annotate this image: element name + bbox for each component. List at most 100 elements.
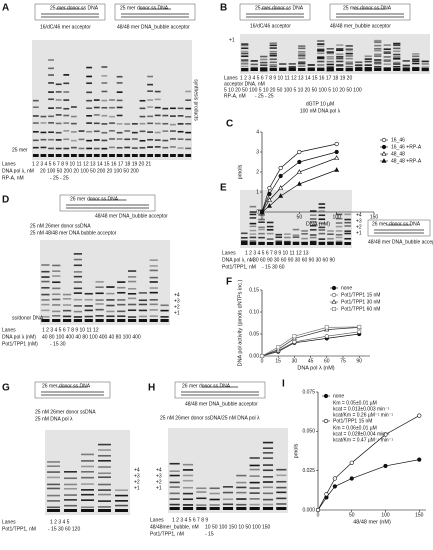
gel-band: [170, 130, 176, 132]
y-tick-label: 4: [256, 129, 259, 135]
gel-band: [55, 139, 62, 141]
x-tick-label: 100: [381, 512, 390, 518]
gel-band: [55, 107, 62, 109]
gel-band: [98, 472, 111, 475]
ladder-label: +3: [134, 473, 140, 479]
gel-band: [364, 58, 372, 60]
gel-band: [185, 90, 192, 93]
gel-band: [47, 500, 60, 502]
gel-band: [86, 139, 93, 142]
dna-box: [114, 3, 196, 21]
gel: [240, 34, 430, 74]
legend-marker: [381, 144, 387, 150]
gel-band: [266, 225, 274, 228]
gel-band: [64, 509, 77, 512]
gel-band: [127, 270, 137, 272]
gel-band: [64, 477, 77, 480]
gel-band: [162, 130, 169, 132]
gel-band: [262, 469, 274, 472]
gel-band: [160, 304, 169, 307]
gel-band: [318, 214, 326, 217]
gel-band: [421, 63, 429, 65]
data-point: [296, 181, 302, 186]
gel-band: [55, 154, 62, 157]
label: 40 80 100 400 40 80 100 400 40 80 100 40…: [42, 334, 141, 340]
gel-band: [106, 292, 115, 295]
data-point: [332, 484, 337, 489]
y-tick-label: 3: [256, 149, 259, 155]
gel-band: [40, 131, 47, 134]
gel-band: [124, 146, 131, 149]
gel-band: [98, 476, 111, 479]
data-point: [349, 460, 354, 465]
gel-band: [182, 492, 194, 495]
gel-band: [138, 319, 148, 322]
gel-band: [177, 115, 184, 117]
gel-band: [288, 68, 296, 71]
gel-band: [345, 63, 353, 65]
gel-band: [98, 509, 111, 512]
gel-band: [160, 316, 169, 318]
x-tick-label: 60: [324, 358, 330, 364]
gel-band: [81, 499, 94, 501]
label: 48/48 mer DNA_bubble acceptor: [95, 213, 168, 219]
gel-band: [402, 66, 410, 69]
gel-band: [258, 232, 265, 235]
gel-band: [117, 303, 126, 306]
panel-label: E: [220, 183, 227, 194]
gel-band: [355, 64, 363, 66]
gel-band: [345, 48, 353, 51]
gel-band: [41, 303, 50, 306]
gel-band: [185, 115, 192, 118]
gel-band: [106, 286, 115, 288]
gel-band: [116, 99, 123, 102]
gel-band: [364, 64, 372, 66]
legend-label: 16_46 +RP-A: [391, 144, 422, 150]
gel-band: [32, 115, 39, 117]
legend-label: Pot1/TPP1 60 nM: [341, 306, 380, 312]
gel-band: [345, 49, 353, 52]
gel-band: [55, 91, 62, 93]
gel-band: [317, 52, 325, 55]
gel-band: [139, 115, 146, 118]
gel-band: [48, 74, 54, 76]
gel-band: [374, 49, 382, 52]
gel-band: [317, 57, 325, 60]
gel-band: [249, 240, 257, 242]
label: 1 2 3 4 5 6 7 8 9 10 11 12 13 14 15 16 1…: [32, 161, 151, 167]
gel-band: [170, 154, 176, 157]
gel-band: [260, 61, 268, 64]
gel-band: [222, 498, 234, 501]
gel-band: [298, 47, 306, 50]
gel-band: [209, 492, 220, 495]
gel-band: [47, 494, 60, 497]
gel-band: [154, 154, 161, 157]
gel-band: [101, 66, 108, 68]
gel-band: [109, 106, 115, 109]
gel-band: [364, 60, 372, 63]
gel-band: [93, 122, 100, 125]
gel-band: [116, 138, 123, 140]
gel-band: [55, 147, 62, 150]
gel-band: [149, 259, 158, 261]
gel-band: [117, 299, 126, 301]
label: 48/48 mer DNA_bubble acceptor: [368, 239, 433, 245]
gel-band: [124, 123, 131, 125]
gel-band: [52, 287, 61, 290]
gel-band: [93, 154, 100, 157]
gel-band: [147, 146, 153, 148]
data-point: [267, 191, 272, 197]
gel-band: [147, 131, 153, 133]
gel-band: [266, 221, 274, 224]
gel-band: [249, 233, 257, 235]
label: - 15: [205, 531, 214, 537]
gel-band: [73, 264, 83, 267]
dna-box: [34, 3, 106, 21]
gel-band: [154, 90, 161, 93]
gel-band: [127, 316, 137, 318]
gel-band: [169, 462, 180, 465]
gel-band: [364, 66, 372, 69]
gel-band: [344, 242, 351, 245]
gel-band: [177, 123, 184, 125]
gel-band: [327, 242, 334, 245]
